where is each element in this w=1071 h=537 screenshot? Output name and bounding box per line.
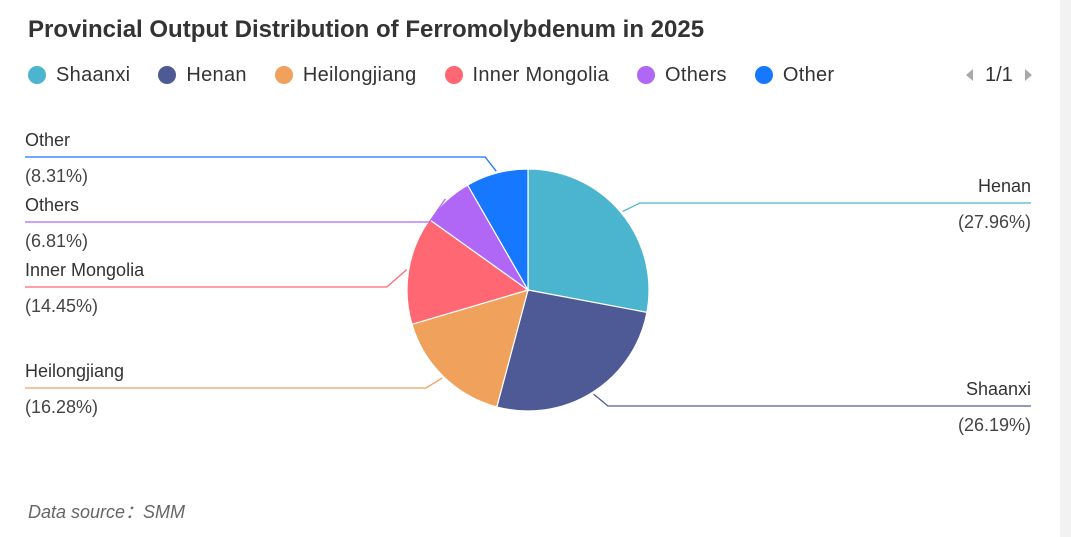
pie-slice-shaanxi[interactable] [496,289,648,412]
slice-percent-label: (27.96%) [958,212,1031,232]
legend-marker [637,66,656,84]
legend-marker [444,66,463,84]
leader-line [593,393,1031,407]
legend-label: Henan [186,63,247,86]
legend-label: Inner Mongolia [472,63,610,86]
leader-line [622,202,1031,213]
leader-line [25,377,443,389]
legend-marker [274,66,293,84]
legend-marker [158,66,177,84]
legend-label: Others [665,63,727,86]
leader-line [25,156,497,172]
pie-slice-heilongjiang[interactable] [411,289,529,408]
legend-item-henan[interactable]: Henan [158,63,247,87]
slice-percent-label: (14.45%) [25,296,98,316]
pie-slice-henan[interactable] [527,168,650,314]
legend-marker [28,66,46,84]
slice-label: Heilongjiang [25,361,124,381]
scrollbar-track[interactable] [1060,0,1071,537]
legend-marker [754,66,773,84]
pie-slice-inner-mongolia[interactable] [406,218,530,326]
legend-item-other[interactable]: Other [754,63,835,87]
chart-title: Provincial Output Distribution of Ferrom… [28,16,705,43]
slice-label: Shaanxi [966,379,1031,399]
legend-label: Shaanxi [56,63,131,86]
slice-percent-label: (16.28%) [25,397,98,417]
pager-text: 1/1 [985,63,1013,86]
leader-line [25,198,446,223]
legend: Shaanxi Henan Heilongjiang Inner Mongoli… [28,62,862,88]
legend-item-heilongjiang[interactable]: Heilongjiang [274,63,417,87]
slice-label: Inner Mongolia [25,260,145,280]
slice-percent-label: (6.81%) [25,231,88,251]
legend-item-others[interactable]: Others [637,64,727,87]
legend-label: Other [782,63,835,86]
slice-label: Other [25,130,70,150]
slice-label: Henan [978,176,1031,196]
pager-next-icon[interactable] [1024,69,1032,81]
pie-slice-other[interactable] [466,168,529,293]
leader-line [25,269,408,288]
data-source: Data source：SMM [28,502,186,522]
slice-percent-label: (8.31%) [25,166,88,186]
legend-item-shaanxi[interactable]: Shaanxi [28,64,130,87]
pager-prev-icon[interactable] [966,69,973,81]
legend-pager: 1/1 [966,62,1032,88]
legend-label: Heilongjiang [302,63,417,86]
slice-percent-label: (26.19%) [958,415,1031,435]
slice-label: Others [25,195,79,215]
legend-item-inner-mongolia[interactable]: Inner Mongolia [444,63,610,87]
